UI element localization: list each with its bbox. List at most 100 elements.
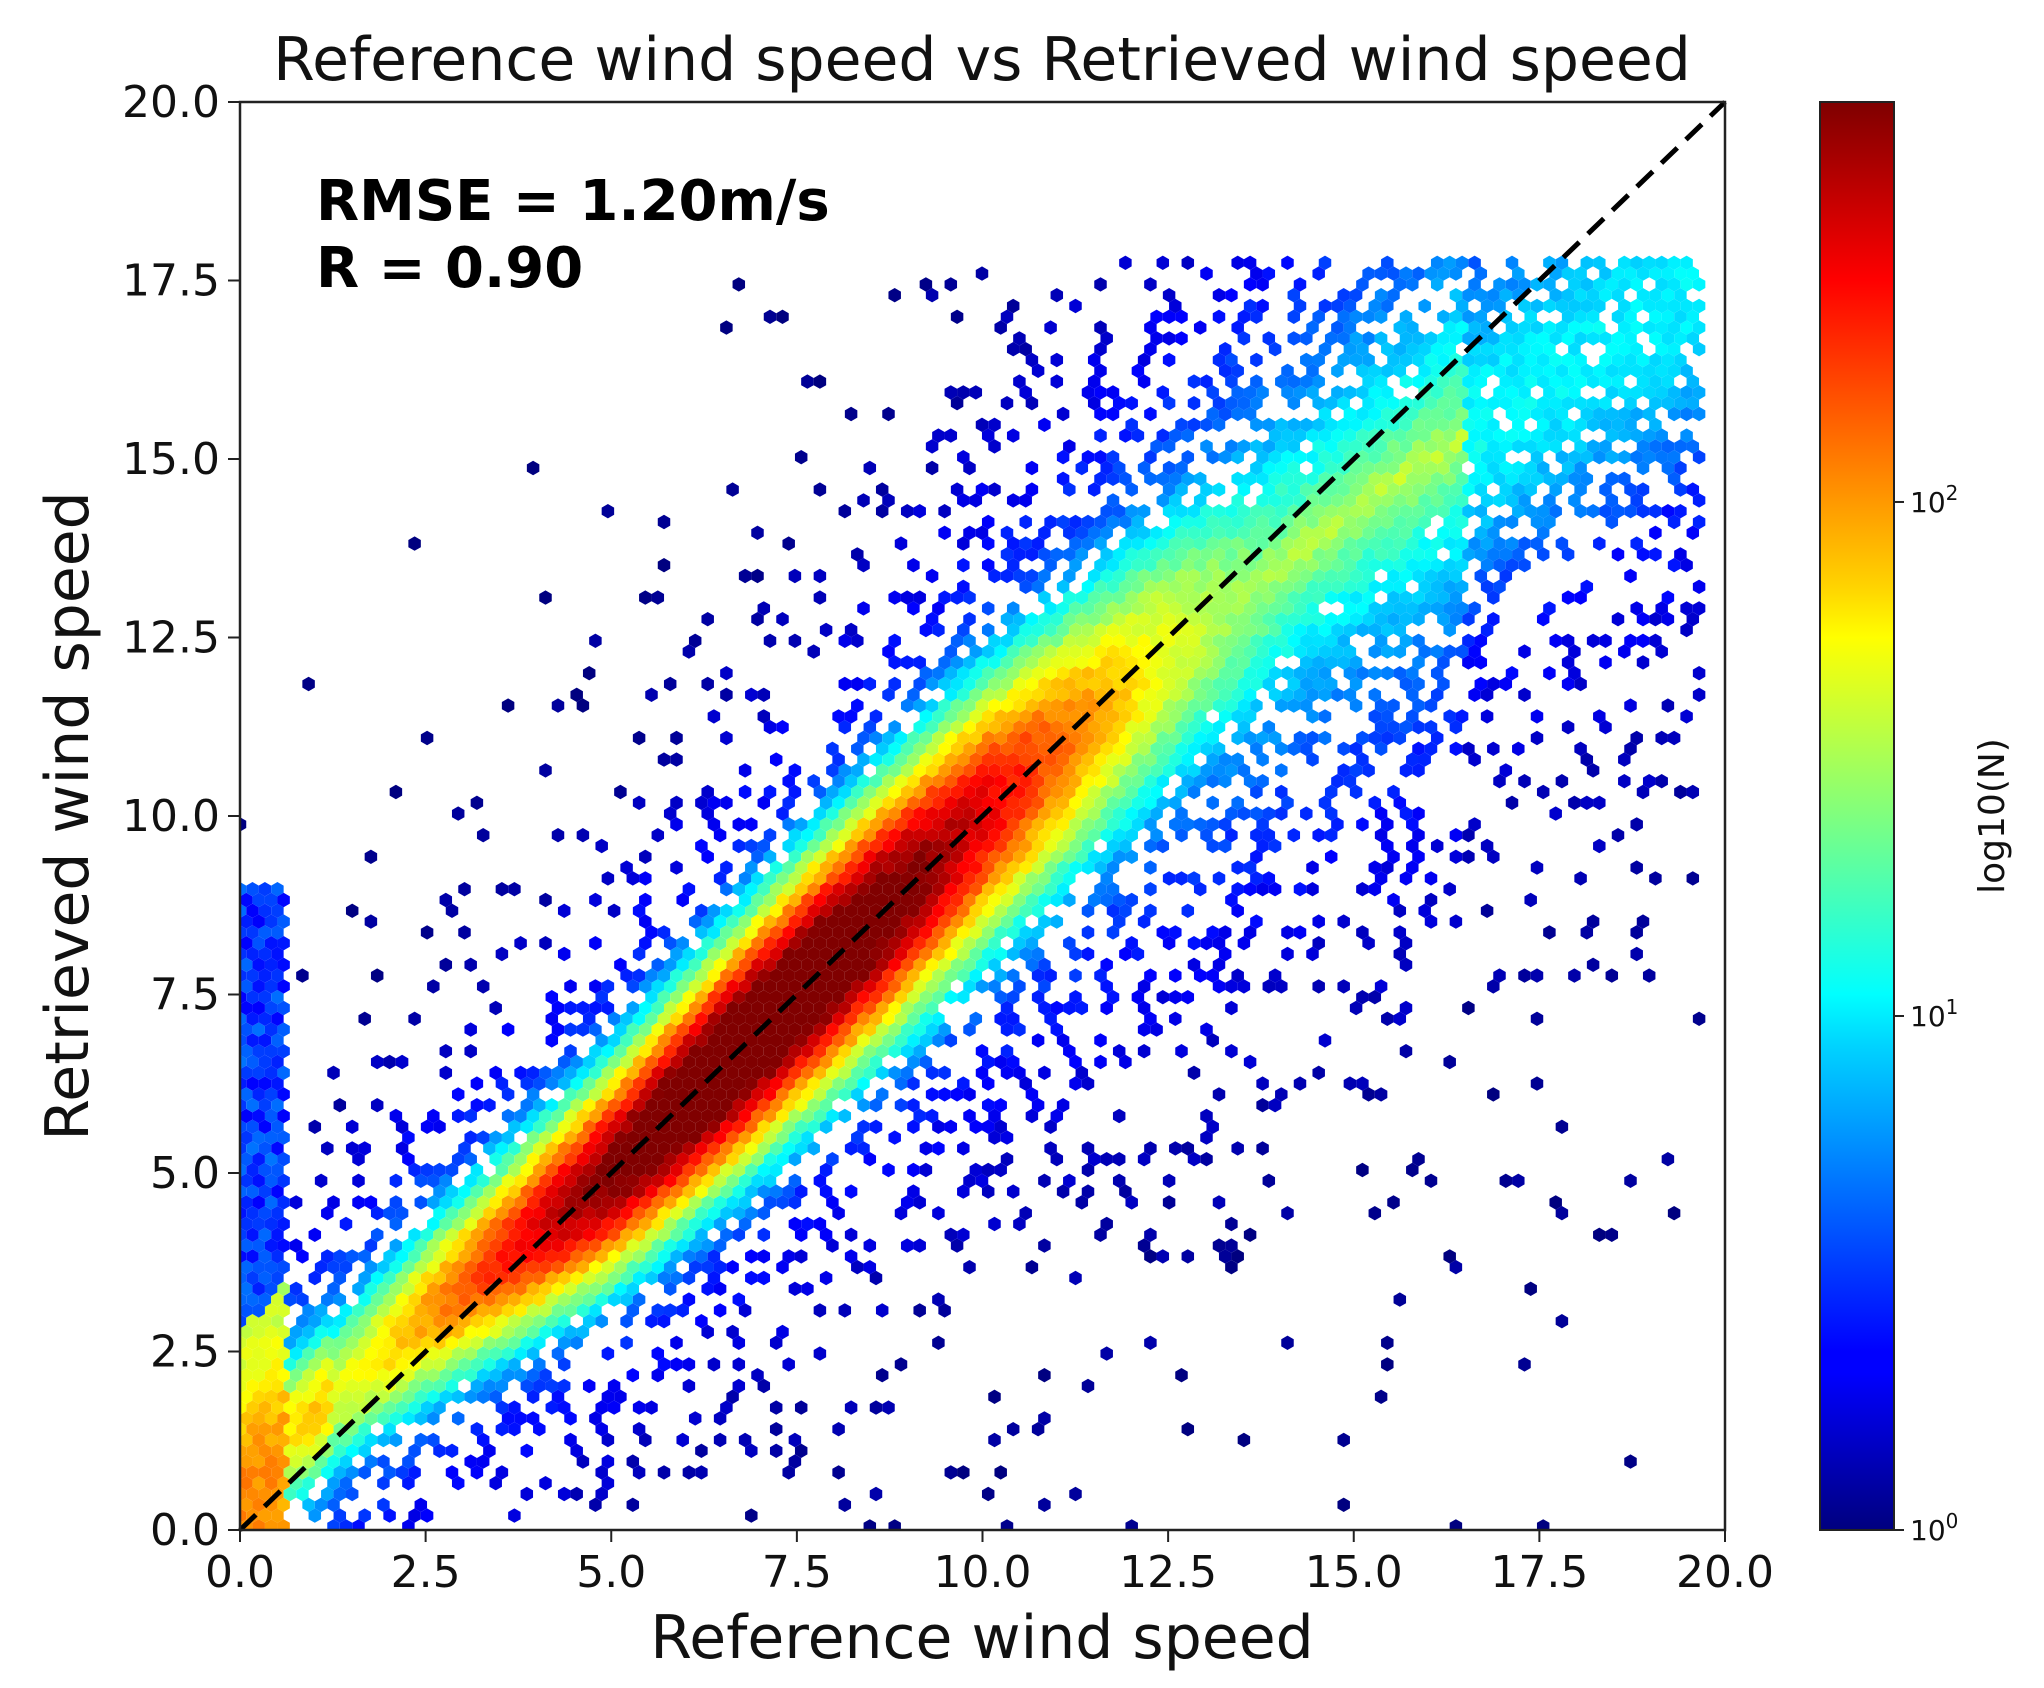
hexbin-cell (632, 730, 646, 746)
hexbin-cell (1555, 774, 1569, 789)
rmse-annotation: RMSE = 1.20m/s (316, 169, 830, 234)
hexbin-cell (495, 1335, 509, 1350)
hexbin-cell (1312, 914, 1325, 929)
hexbin-cell (1038, 1411, 1051, 1426)
hexbin-cell (289, 1411, 303, 1426)
hexbin-cell (252, 1216, 265, 1232)
hexbin-cell (327, 1195, 340, 1210)
hexbin-cell (533, 1270, 546, 1286)
hexbin-cell (614, 784, 627, 800)
hexbin-cell (776, 309, 789, 324)
hexbin-cell (470, 1357, 484, 1372)
hexbin-cell (508, 1400, 521, 1415)
hexbin-cell (458, 1335, 471, 1350)
hexbin-cell (963, 1260, 976, 1275)
hexbin-cell (576, 1454, 590, 1469)
hexbin-cell (240, 1205, 247, 1221)
hexbin-cell (769, 752, 783, 767)
hexbin-cell (514, 1281, 527, 1296)
hexbin-cell (975, 266, 989, 281)
hexbin-cell (863, 1260, 877, 1275)
hexbin-cell (339, 1346, 353, 1361)
hexbin-cell (271, 1378, 284, 1394)
hexbin-cell (258, 1314, 272, 1329)
hexbin-cell (988, 1432, 1001, 1448)
hexbin-cell (557, 1292, 571, 1307)
hexbin-cell (844, 1400, 858, 1415)
hexbin-cell (533, 1422, 546, 1437)
hexbin-cell (495, 1314, 509, 1329)
hexbin-cell (520, 1227, 534, 1242)
hexbin-cell (476, 1368, 490, 1383)
hexbin-cell (1337, 1497, 1350, 1512)
hexbin-cell (339, 1303, 353, 1318)
hexbin-cell (713, 1216, 727, 1232)
hexbin-cell (769, 1443, 783, 1458)
hexbin-cell (252, 1497, 265, 1512)
hexbin-cell (539, 590, 552, 605)
hexbin-cell (277, 1389, 290, 1404)
hexbin-cell (271, 1292, 284, 1307)
hexbin-cell (333, 1443, 347, 1458)
hexbin-cell (539, 1216, 552, 1232)
hexbin-cell (258, 1270, 272, 1286)
hexbin-cell (576, 1303, 590, 1318)
hexbin-cell (676, 1303, 689, 1318)
hexbin-cell (1281, 1206, 1294, 1221)
y-axis-ticks: 0.02.55.07.510.012.515.017.520.0 (122, 77, 240, 1556)
hexbin-cell (408, 1508, 421, 1523)
hexbin-cell (296, 1249, 309, 1264)
hexbin-cell (451, 1324, 465, 1340)
hexbin-cell (464, 1389, 477, 1404)
hexbin-cell (495, 946, 509, 962)
hexbin-cell (364, 1195, 378, 1210)
hexbin-cell (663, 1195, 677, 1210)
hexbin-cell (757, 1249, 771, 1264)
hexbin-cell (819, 1227, 833, 1242)
hexbin-cell (246, 1270, 259, 1286)
hexbin-cell (1175, 331, 1188, 346)
hexbin-cell (1593, 536, 1606, 551)
hexbin-cell (769, 1400, 783, 1415)
hexbin-cell (283, 1335, 297, 1350)
hexbin-cell (676, 1195, 689, 1210)
hexbin-cell (981, 1486, 995, 1502)
hexbin-cell (595, 1206, 608, 1221)
hexbin-cell (321, 1422, 334, 1437)
hexbin-cell (389, 784, 403, 800)
hexbin-cell (900, 1238, 914, 1253)
hexbin-cell (582, 1249, 596, 1264)
hexbin-cell (1530, 968, 1544, 983)
hexbin-cell (564, 1324, 577, 1340)
hexbin-cell (919, 1141, 933, 1156)
hexbin-cell (314, 1497, 328, 1512)
hexbin-cell (570, 1486, 583, 1502)
hexbin-cell (383, 1357, 396, 1372)
hexbin-cell (464, 1346, 477, 1361)
hexbin-cell (595, 1314, 608, 1329)
hexbin-cell (240, 1400, 247, 1415)
hexbin-cell (489, 1324, 502, 1340)
hexbin-cell (707, 1249, 721, 1264)
hexbin-cell (1449, 1519, 1463, 1530)
hexbin-cell (1449, 849, 1463, 864)
hexbin-cell (283, 1378, 297, 1394)
hexbin-cell (713, 1303, 727, 1318)
hexbin-cell (358, 1292, 371, 1307)
hexbin-cell (1443, 882, 1456, 897)
hexbin-cell (826, 1238, 839, 1253)
hexbin-cell (289, 1238, 303, 1253)
hexbin-cell (501, 1238, 515, 1253)
hexbin-cell (1337, 914, 1350, 929)
hexbin-cell (1624, 568, 1637, 584)
hexbin-cell (327, 1324, 340, 1340)
x-axis-ticks: 0.0 2.5 5.0 7.5 10.0 12.5 15.0 17.5 20.0 (205, 1530, 1774, 1598)
hexbin-cell (352, 1432, 365, 1448)
hexbin-cell (420, 1314, 434, 1329)
hexbin-cell (264, 1303, 278, 1318)
hexbin-cell (539, 1324, 552, 1340)
hexbin-cell (1580, 795, 1594, 810)
hexbin-cell (1181, 903, 1195, 918)
hexbin-cell (451, 1368, 465, 1383)
hexbin-cell (595, 1422, 608, 1437)
